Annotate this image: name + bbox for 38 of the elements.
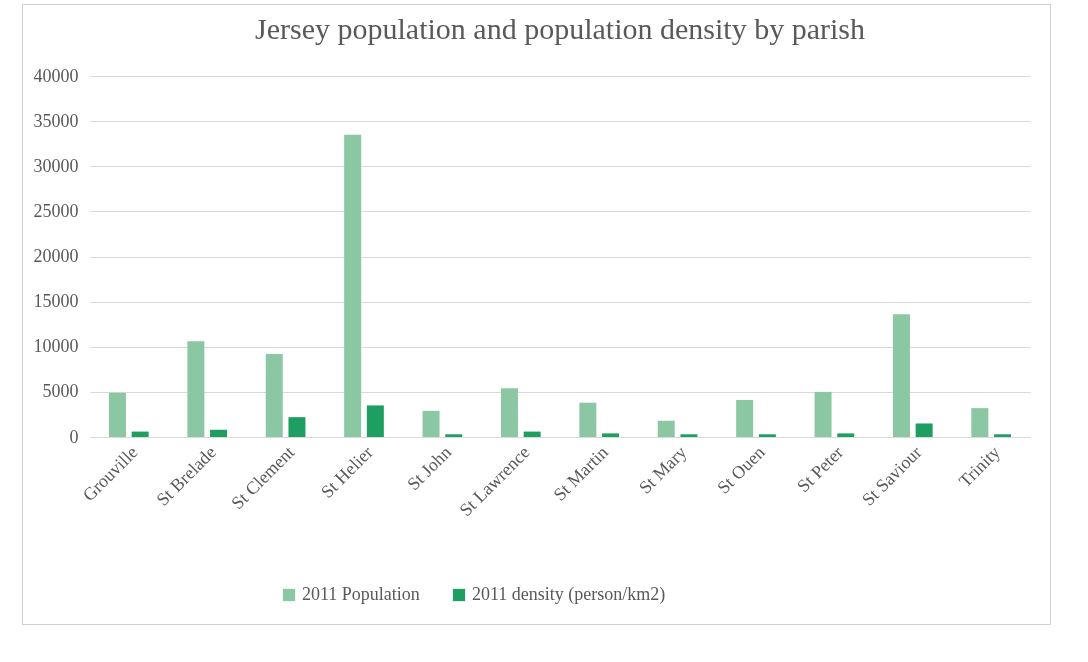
y-tick-label: 40000 — [33, 65, 79, 86]
y-tick-label: 15000 — [33, 291, 79, 312]
y-tick-label: 25000 — [33, 200, 79, 221]
bar — [422, 410, 440, 437]
x-tick-label: St Ouen — [713, 442, 769, 498]
bar — [500, 388, 518, 437]
chart-title: Jersey population and population density by parish — [255, 12, 865, 45]
bar — [994, 434, 1012, 437]
legend-label: 2011 Population — [302, 584, 420, 604]
bar — [366, 405, 384, 437]
bar — [579, 402, 597, 437]
bar — [108, 392, 126, 437]
y-tick-label: 5000 — [42, 381, 79, 402]
bar — [265, 353, 283, 437]
y-tick-label: 30000 — [33, 155, 79, 176]
y-tick-label: 35000 — [33, 110, 79, 131]
bar — [758, 434, 776, 437]
bar — [657, 420, 675, 437]
bar — [210, 429, 228, 437]
bar — [131, 431, 149, 437]
bar — [344, 134, 362, 437]
bar — [736, 400, 754, 437]
bar — [523, 431, 541, 437]
bar — [915, 423, 933, 437]
bar — [971, 408, 989, 437]
bar — [837, 433, 855, 437]
bar — [892, 314, 910, 437]
y-tick-label: 0 — [69, 426, 79, 447]
bar — [680, 434, 698, 437]
bar — [445, 434, 463, 437]
legend-label: 2011 density (person/km2) — [472, 584, 666, 605]
x-tick-label: St John — [403, 442, 456, 495]
bar — [814, 391, 832, 437]
bar — [602, 433, 620, 437]
bar — [187, 341, 205, 437]
bar — [288, 417, 306, 437]
y-tick-label: 10000 — [33, 336, 79, 357]
y-tick-label: 20000 — [33, 246, 79, 266]
